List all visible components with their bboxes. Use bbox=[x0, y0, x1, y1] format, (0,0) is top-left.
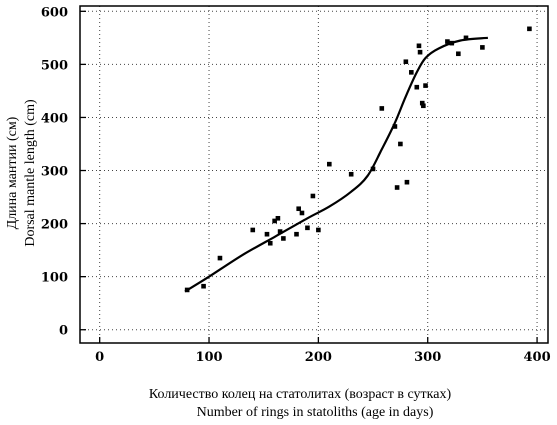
x-axis-title-en: Number of rings in statoliths (age in da… bbox=[197, 405, 434, 420]
data-point bbox=[398, 141, 403, 147]
data-point bbox=[296, 206, 301, 212]
data-point bbox=[277, 229, 283, 234]
y-axis-title-en: Dorsal mantle length (cm) bbox=[23, 99, 38, 247]
data-point bbox=[370, 166, 376, 172]
data-point bbox=[423, 83, 428, 88]
data-point bbox=[421, 103, 426, 109]
data-point bbox=[463, 35, 469, 41]
y-tick-label: 500 bbox=[41, 58, 68, 73]
data-point bbox=[250, 227, 256, 233]
data-point bbox=[272, 218, 277, 224]
data-point bbox=[305, 225, 310, 231]
data-points bbox=[184, 26, 532, 293]
grid-lines bbox=[80, 6, 548, 343]
data-point bbox=[409, 70, 414, 75]
data-point bbox=[449, 40, 455, 46]
x-tick-label: 400 bbox=[523, 350, 550, 365]
data-point bbox=[299, 210, 305, 216]
data-point bbox=[445, 39, 450, 44]
fit-curve bbox=[184, 36, 489, 293]
x-tick-label: 300 bbox=[414, 350, 441, 365]
data-point bbox=[275, 215, 281, 221]
data-point bbox=[327, 161, 332, 167]
y-axis-title-ru: Длина мантии (см) bbox=[5, 116, 20, 229]
plot-frame bbox=[79, 5, 549, 344]
data-point bbox=[316, 227, 321, 233]
data-point bbox=[201, 283, 206, 289]
y-tick-label: 200 bbox=[41, 218, 68, 233]
data-point bbox=[264, 231, 270, 237]
x-tick-label: 100 bbox=[195, 350, 222, 365]
data-point bbox=[404, 179, 410, 185]
data-point bbox=[394, 185, 400, 190]
data-point bbox=[217, 255, 223, 261]
data-point bbox=[480, 45, 485, 50]
data-point bbox=[403, 59, 409, 65]
data-point bbox=[419, 100, 425, 106]
x-axis-title-ru: Количество колец на статолитах (возраст … bbox=[149, 387, 452, 402]
data-point bbox=[392, 124, 398, 129]
data-point bbox=[281, 236, 286, 241]
data-point bbox=[294, 231, 299, 237]
y-tick-label: 0 bbox=[59, 324, 68, 339]
x-tick-label: 0 bbox=[95, 350, 104, 365]
data-point bbox=[348, 171, 354, 177]
y-tick-label: 600 bbox=[41, 5, 68, 20]
x-tick-labels: 0 100 200 300 400 bbox=[95, 350, 550, 365]
data-point bbox=[416, 43, 422, 49]
data-point bbox=[184, 287, 190, 293]
y-tick-labels: 0 100 200 300 400 500 600 bbox=[41, 5, 68, 338]
data-point bbox=[379, 106, 385, 111]
tick-marks bbox=[80, 10, 538, 343]
x-tick-label: 200 bbox=[305, 350, 332, 365]
data-point bbox=[456, 51, 461, 57]
data-point bbox=[414, 84, 420, 90]
y-tick-label: 400 bbox=[41, 111, 68, 126]
data-point bbox=[310, 193, 316, 199]
data-point bbox=[267, 240, 273, 246]
y-tick-label: 300 bbox=[41, 165, 68, 180]
data-point bbox=[417, 49, 423, 55]
data-point bbox=[527, 26, 532, 32]
y-tick-label: 100 bbox=[41, 271, 68, 286]
